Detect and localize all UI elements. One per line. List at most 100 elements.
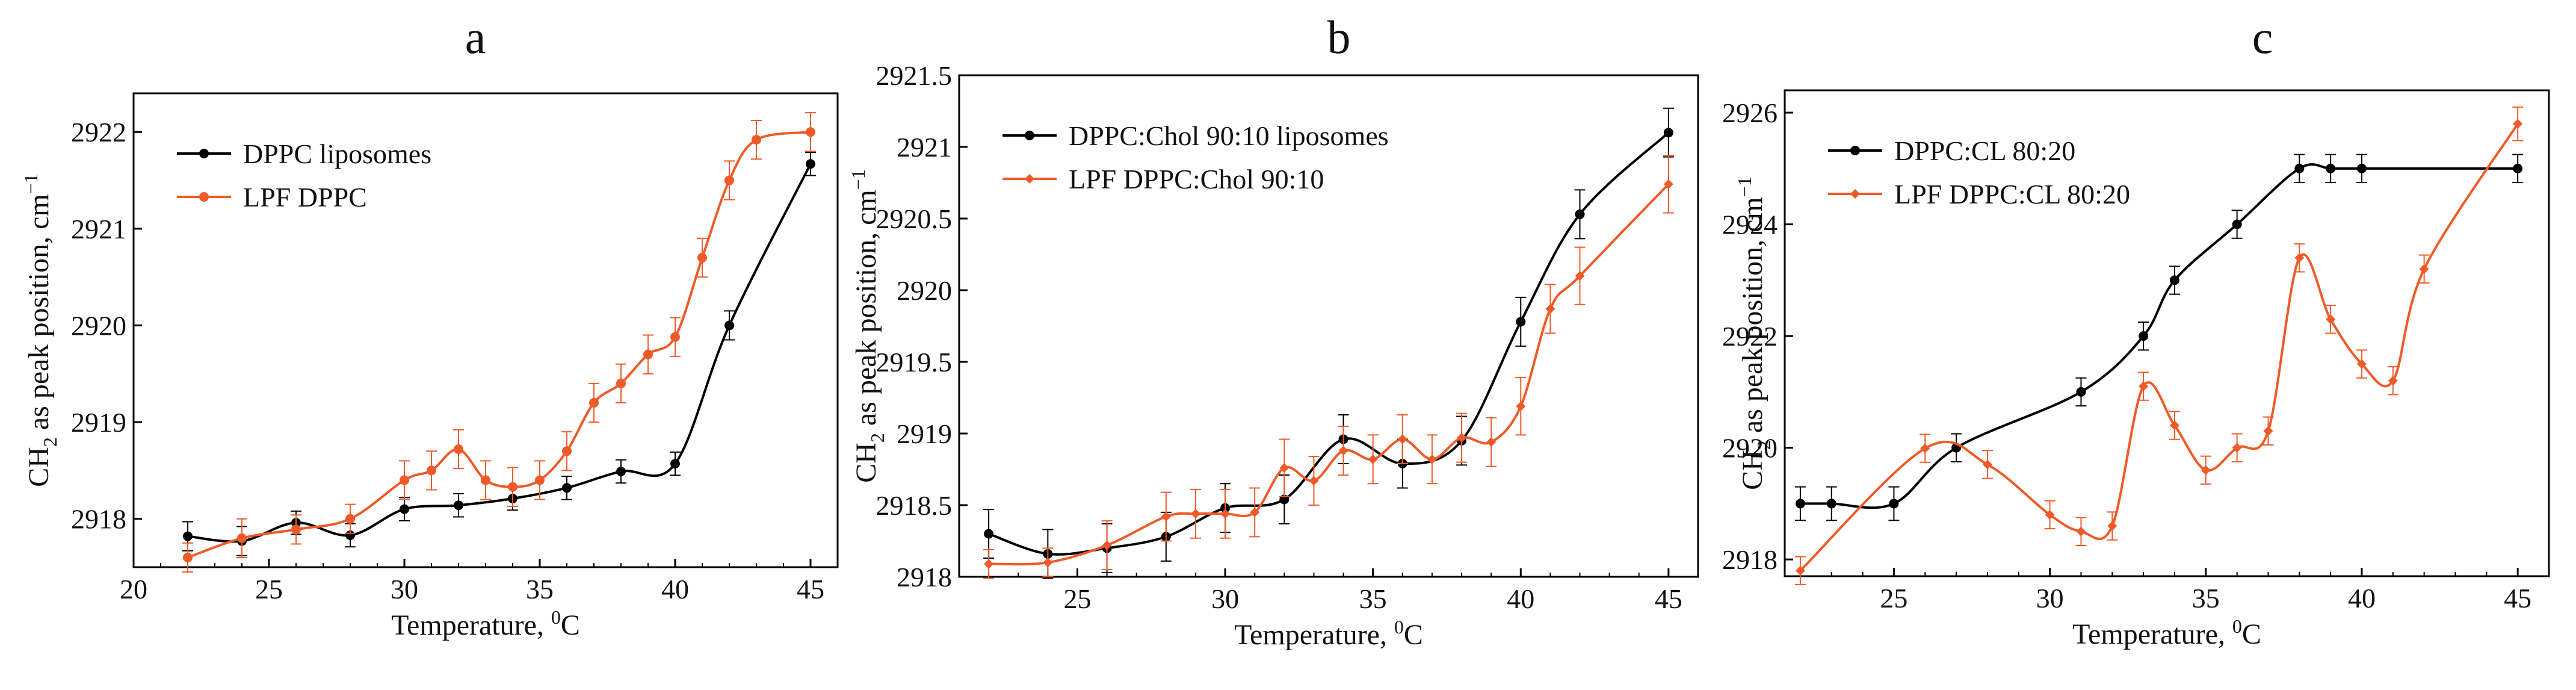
data-point (2326, 314, 2336, 325)
data-point (454, 444, 463, 455)
data-point (616, 378, 626, 388)
x-tick-label: 45 (2504, 583, 2531, 614)
data-point (2107, 521, 2117, 531)
y-tick-label: 2920.5 (876, 204, 953, 234)
legend-item: DPPC:CL 80:20 (1828, 135, 2075, 166)
x-tick-label: 30 (1211, 583, 1239, 614)
data-point (670, 459, 680, 469)
y-axis-title: CH2 as peak position, cm−1 (847, 169, 888, 483)
data-point (2232, 219, 2242, 229)
data-point (1368, 454, 1378, 464)
data-point (1663, 128, 1673, 138)
legend-item: LPF DPPC:Chol 90:10 (1002, 164, 1324, 194)
series-1 (182, 151, 816, 556)
series-2 (182, 112, 816, 573)
data-point (291, 524, 301, 535)
data-point (2263, 426, 2273, 436)
series-2 (1794, 106, 2524, 585)
data-point (183, 531, 193, 541)
legend: DPPC:Chol 90:10 liposomes LPF DPPC:Chol 9… (1002, 120, 1389, 194)
panel-letter: a (465, 11, 486, 63)
data-point (984, 559, 994, 569)
data-point (183, 552, 193, 562)
legend: DPPC:CL 80:20 LPF DPPC:CL 80:20 (1828, 135, 2130, 210)
data-point (1190, 509, 1200, 519)
y-tick-label: 2920 (71, 310, 126, 341)
data-point (1826, 499, 1836, 509)
data-point (1982, 459, 1992, 470)
data-point (643, 349, 653, 359)
legend-label: LPF DPPC:Chol 90:10 (1069, 164, 1324, 194)
y-tick-label: 2920 (897, 275, 952, 306)
data-point (1397, 434, 1407, 444)
data-point (2356, 163, 2367, 173)
panel-letter: c (2252, 11, 2273, 63)
y-tick-label: 2924 (1722, 210, 1778, 240)
legend-item: DPPC:Chol 90:10 liposomes (1002, 120, 1389, 151)
y-tick-label: 2921 (897, 132, 952, 163)
data-point (589, 397, 599, 408)
legend-label: DPPC liposomes (243, 138, 431, 169)
y-tick-label: 2918 (71, 504, 126, 535)
legend-label: LPF DPPC (243, 182, 367, 213)
data-point (481, 475, 490, 485)
data-point (1457, 433, 1467, 443)
x-axis-title: Temperature, 0C (1234, 616, 1423, 651)
y-tick-label: 2918 (897, 562, 952, 592)
data-point (2045, 509, 2055, 520)
data-point (724, 175, 734, 185)
legend-label: DPPC:Chol 90:10 liposomes (1069, 120, 1389, 151)
data-point (616, 466, 626, 476)
panel-a: a 20 25 30 35 40 45 2918 2919 2920 2921 2922 Tempera… (20, 11, 839, 641)
series-line (1800, 163, 2518, 509)
data-point (2513, 163, 2523, 173)
data-point (1220, 509, 1231, 519)
x-tick-label: 35 (1359, 583, 1387, 614)
x-tick-label: 25 (1880, 583, 1907, 614)
x-tick-label: 30 (391, 574, 418, 605)
y-tick-label: 2918 (1722, 544, 1778, 575)
data-point (2513, 119, 2523, 129)
data-point (1575, 271, 1585, 281)
series-1 (1794, 154, 2524, 521)
data-point (2076, 526, 2086, 536)
x-tick-label: 45 (797, 574, 824, 605)
data-point (2139, 381, 2149, 391)
data-point (2326, 163, 2336, 173)
data-point (2201, 465, 2211, 475)
panel-b: b 25 30 35 40 45 2918 2918.5 2919 2919.5 2920 2920.… (847, 11, 1699, 651)
x-tick-label: 30 (2036, 583, 2064, 614)
data-point (400, 475, 409, 485)
y-tick-label: 2919 (71, 407, 126, 438)
y-tick-label: 2919 (897, 418, 952, 449)
data-point (2294, 163, 2305, 173)
x-tick-label: 20 (120, 574, 147, 605)
data-point (2076, 387, 2086, 397)
panel-letter: b (1327, 11, 1351, 63)
series-2 (983, 155, 1674, 579)
data-point (1575, 209, 1585, 219)
series-line (988, 131, 1670, 556)
data-point (2356, 359, 2367, 369)
data-point (427, 465, 436, 476)
data-point (984, 529, 994, 539)
data-point (724, 320, 734, 331)
y-tick-label: 2921.5 (876, 60, 953, 91)
data-point (400, 504, 409, 514)
data-point (508, 482, 517, 492)
data-point (1920, 443, 1930, 453)
data-point (1516, 317, 1526, 327)
data-point (752, 135, 761, 145)
y-tick-label: 2918.5 (876, 490, 953, 521)
data-point (1545, 303, 1555, 314)
data-point (697, 253, 707, 263)
legend: DPPC liposomes LPF DPPC (177, 138, 431, 213)
data-point (2388, 376, 2398, 386)
data-point (1309, 476, 1319, 486)
data-point (2419, 264, 2429, 274)
data-point (806, 159, 815, 169)
y-tick-label: 2926 (1722, 98, 1778, 128)
x-tick-label: 40 (1507, 583, 1534, 614)
data-point (1795, 499, 1805, 509)
